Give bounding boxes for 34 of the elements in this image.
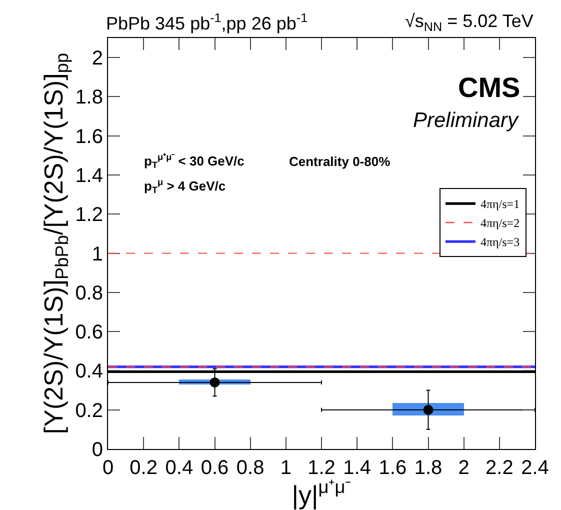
y-tick-label: 0.8 xyxy=(75,282,103,304)
x-tick-label: 0.4 xyxy=(165,457,194,479)
chart-subtitle: √s$_{NN}$ = 5.02 TeV xyxy=(405,11,534,34)
x-tick-label: 0.6 xyxy=(200,457,229,479)
annotation: CMS xyxy=(458,72,520,103)
y-tick-label: 0 xyxy=(92,439,103,461)
y-tick-label: 1.8 xyxy=(75,86,103,109)
y-tick-label: 1.6 xyxy=(75,126,103,148)
y-tick-label: 0.2 xyxy=(75,400,103,422)
x-tick-label: 2.4 xyxy=(521,457,549,479)
x-tick-label: 1 xyxy=(280,457,292,479)
x-tick-label: 2 xyxy=(458,457,470,479)
x-tick-label: 1.4 xyxy=(343,457,371,479)
y-tick-label: 0.4 xyxy=(75,360,103,383)
legend-label: 4πη/s=1 xyxy=(480,197,520,212)
legend-label: 4πη/s=3 xyxy=(480,235,520,250)
y-tick-label: 1.4 xyxy=(75,165,103,187)
x-tick-label: 1.6 xyxy=(378,457,407,479)
annotation: Preliminary xyxy=(413,109,520,132)
x-tick-label: 2.2 xyxy=(486,457,514,479)
x-tick-label: 1.2 xyxy=(308,457,336,479)
chart-title: PbPb 345 pb$^{-1}$,pp 26 pb$^{-1}$ xyxy=(106,11,308,34)
y-tick-label: 1 xyxy=(92,243,103,266)
annotation: Centrality 0-80% xyxy=(289,154,391,169)
x-tick-label: 0.2 xyxy=(130,457,158,479)
annotation: p$_{T}$$^{μ}$ > 4 GeV/c xyxy=(144,177,226,196)
y-tick-label: 1.2 xyxy=(75,204,103,226)
annotation: p$_{T}$$^{μ⁺μ⁻}$ < 30 GeV/c xyxy=(144,152,244,170)
y-tick-label: 0.6 xyxy=(75,322,103,344)
legend-label: 4πη/s=2 xyxy=(480,216,520,230)
y-tick-label: 2 xyxy=(92,48,103,70)
x-tick-label: 1.8 xyxy=(414,457,442,479)
x-tick-label: 0.8 xyxy=(236,457,264,479)
x-axis-title: |y|$^{μ⁺μ⁻}$ xyxy=(292,477,352,510)
